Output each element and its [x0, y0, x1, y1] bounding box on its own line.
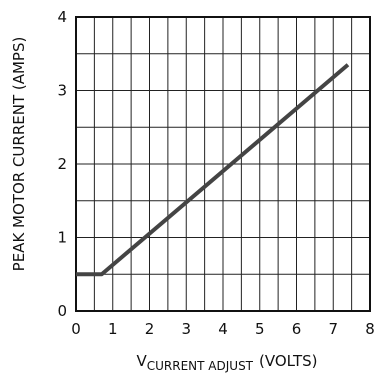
x-tick-label: 1	[108, 320, 118, 338]
x-axis-label-units: (VOLTS)	[259, 352, 317, 370]
series-group	[76, 63, 350, 277]
x-tick-label: 7	[328, 320, 338, 338]
x-tick-label: 3	[181, 320, 191, 338]
x-tick-label: 4	[218, 320, 228, 338]
y-tick-label: 3	[57, 82, 67, 100]
x-axis-label-main: V	[136, 352, 147, 370]
y-tick-label: 2	[57, 155, 67, 173]
y-tick-label: 4	[57, 8, 67, 26]
y-tick-labels: 0 1 2 3 4	[57, 8, 67, 320]
x-tick-label: 6	[292, 320, 302, 338]
x-tick-labels: 0 1 2 3 4 5 6 7 8	[71, 320, 375, 338]
grid-lines	[75, 16, 371, 312]
plot-frame	[75, 16, 371, 312]
y-axis-label: PEAK MOTOR CURRENT (AMPS)	[10, 37, 28, 272]
x-axis-label: VCURRENT ADJUST (VOLTS)	[136, 352, 317, 373]
series-line	[76, 63, 350, 277]
x-tick-label: 2	[145, 320, 155, 338]
x-axis-label-sub: CURRENT ADJUST	[147, 359, 254, 373]
y-tick-label: 0	[57, 302, 67, 320]
x-tick-label: 5	[255, 320, 265, 338]
y-tick-label: 1	[57, 229, 67, 247]
x-tick-label: 0	[71, 320, 81, 338]
x-tick-label: 8	[365, 320, 375, 338]
